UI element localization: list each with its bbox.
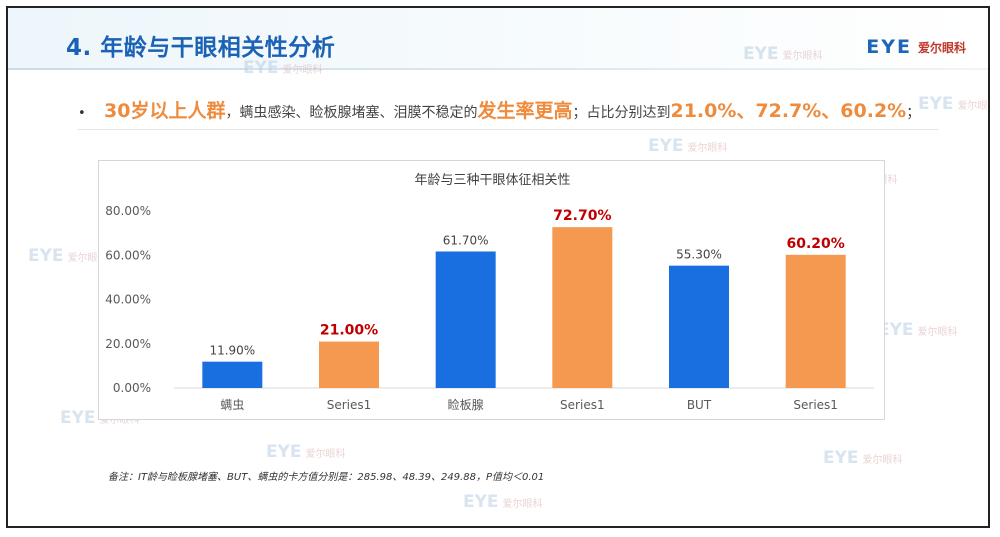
footnote: 备注：IT龄与睑板腺堵塞、BUT、螨虫的卡方值分别是：285.98、48.39、… <box>108 472 545 483</box>
bullet-dot-icon: • <box>78 106 86 121</box>
x-tick-label: Series1 <box>560 398 605 412</box>
logo-text: 爱尔眼科 <box>917 40 966 55</box>
data-label: 11.90% <box>209 344 255 358</box>
x-tick-label: 睑板腺 <box>448 398 484 412</box>
bar <box>202 361 263 388</box>
bar <box>319 341 379 388</box>
bullet-text: ； <box>906 105 921 121</box>
brand-logo: EYE 爱尔眼科 <box>866 36 966 58</box>
y-tick-label: 60.00% <box>105 248 151 262</box>
bar <box>552 227 613 388</box>
x-tick-label: 螨虫 <box>220 398 244 412</box>
x-tick-label: Series1 <box>793 398 838 412</box>
slide-title: 4. 年龄与干眼相关性分析 <box>66 35 336 61</box>
bar <box>669 265 729 388</box>
logo-mark: EYE <box>866 36 912 58</box>
slide-frame: 4. 年龄与干眼相关性分析 EYE 爱尔眼科 EYE 爱尔眼科 EYE 爱尔眼科 E… <box>6 6 990 528</box>
bar <box>785 254 846 388</box>
bullet-text: ，螨虫感染、睑板腺堵塞、泪膜不稳定的 <box>225 105 478 121</box>
x-tick-label: Series1 <box>327 398 372 412</box>
bullet-text: ；占比分别达到 <box>572 105 671 121</box>
y-tick-label: 40.00% <box>105 293 151 307</box>
x-tick-label: BUT <box>687 398 712 412</box>
y-tick-label: 0.00% <box>113 381 151 395</box>
data-label: 21.00% <box>320 323 378 339</box>
chart-title: 年龄与三种干眼体征相关性 <box>414 173 570 188</box>
data-label: 55.30% <box>676 248 722 262</box>
key-finding-bullet: • 30岁以上人群，螨虫感染、睑板腺堵塞、泪膜不稳定的发生率更高；占比分别达到21… <box>78 94 958 131</box>
y-tick-label: 20.00% <box>105 337 151 351</box>
data-label: 61.70% <box>443 233 489 247</box>
header-band <box>8 8 988 68</box>
bar <box>435 251 496 388</box>
data-label: 72.70% <box>553 208 611 224</box>
y-tick-label: 80.00% <box>105 204 151 218</box>
bullet-highlight-rate: 发生率更高 <box>477 100 573 122</box>
bullet-underline <box>78 129 938 130</box>
bullet-highlight-group: 30岁以上人群 <box>104 100 226 122</box>
bullet-highlight-values: 21.0%、72.7%、60.2% <box>670 100 907 122</box>
bar-chart: 年龄与三种干眼体征相关性 0.00% 20.00% 40.00% 60.00% 80.00… <box>98 160 885 420</box>
chart-canvas: 年龄与三种干眼体征相关性 0.00% 20.00% 40.00% 60.00% 80.00… <box>105 173 874 412</box>
data-label: 60.20% <box>787 236 845 252</box>
header-rule <box>8 68 988 70</box>
